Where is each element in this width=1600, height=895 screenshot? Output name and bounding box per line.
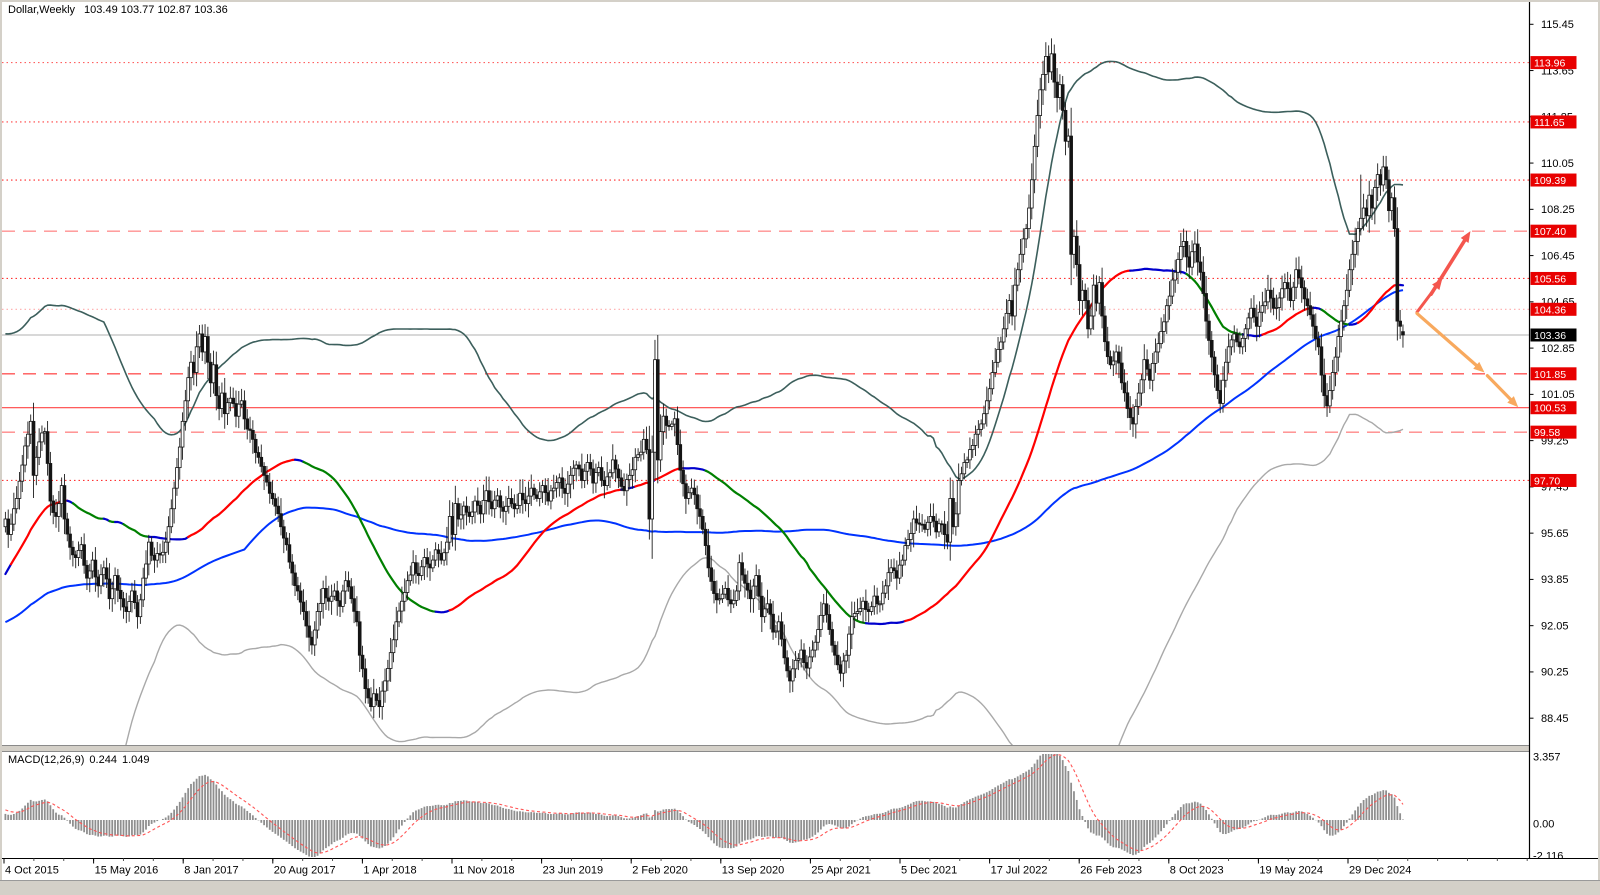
price-level-badge: 104.36: [1530, 302, 1577, 316]
svg-text:111.65: 111.65: [1534, 117, 1565, 129]
svg-text:105.56: 105.56: [1534, 273, 1566, 285]
svg-text:99.58: 99.58: [1534, 427, 1560, 439]
time-tick-label: 4 Oct 2015: [5, 865, 59, 877]
main-chart-pane[interactable]: [2, 38, 1529, 895]
time-tick-label: 17 Jul 2022: [991, 865, 1048, 877]
svg-text:113.96: 113.96: [1534, 58, 1565, 70]
current-price-badge: 103.36: [1530, 328, 1577, 342]
trend-arrow-down-icon: [1485, 374, 1519, 408]
time-tick-label: 8 Oct 2023: [1170, 865, 1224, 877]
time-tick-label: 11 Nov 2018: [453, 865, 515, 877]
price-level-badge: 105.56: [1530, 271, 1577, 285]
time-axis[interactable]: 4 Oct 2015 15 May 2016 8 Jan 2017 20 Aug 20…: [2, 857, 1598, 881]
price-tick-label: 92.05: [1541, 620, 1569, 632]
pane-separator[interactable]: [2, 745, 1598, 752]
time-tick-label: 1 Apr 2018: [363, 865, 416, 877]
macd-axis-label: 0.00: [1533, 819, 1554, 831]
macd-axis-label: 3.357: [1533, 752, 1561, 764]
price-tick-label: 108.25: [1541, 204, 1575, 216]
price-tick-label: 93.85: [1541, 574, 1569, 586]
time-tick-label: 15 May 2016: [95, 865, 159, 877]
price-level-badge: 111.65: [1530, 115, 1577, 129]
svg-text:100.53: 100.53: [1534, 403, 1566, 415]
price-level-badge: 101.85: [1530, 367, 1577, 381]
macd-indicator-label: MACD(12,26,9) 0.244 1.049: [8, 754, 149, 767]
price-level-badge: 100.53: [1530, 401, 1577, 415]
time-tick-label: 5 Dec 2021: [901, 865, 957, 877]
svg-text:97.70: 97.70: [1534, 475, 1560, 487]
svg-text:107.40: 107.40: [1534, 226, 1566, 238]
ohlc-values-label: 103.49 103.77 102.87 103.36: [84, 4, 228, 16]
price-tick-label: 101.05: [1541, 389, 1575, 401]
macd-signal-line: [5, 754, 1404, 854]
time-tick-label: 13 Sep 2020: [722, 865, 784, 877]
macd-value-label: 0.244: [89, 754, 117, 766]
time-tick-label: 2 Feb 2020: [632, 865, 688, 877]
window-bottom-strip: [0, 880, 1600, 895]
chart-title: Dollar,Weekly 103.49 103.77 102.87 103.36: [8, 4, 228, 17]
price-level-badge: 113.96: [1530, 56, 1577, 70]
price-tick-label: 90.25: [1541, 667, 1569, 679]
trend-arrows-layer: [1415, 231, 1519, 408]
price-level-badge: 97.70: [1530, 473, 1577, 487]
price-tick-label: 95.65: [1541, 528, 1569, 540]
macd-name-label: MACD(12,26,9): [8, 754, 85, 766]
price-level-badge: 99.58: [1530, 425, 1577, 439]
svg-text:104.36: 104.36: [1534, 304, 1566, 316]
price-tick-label: 115.45: [1541, 19, 1574, 31]
chart-background: [2, 2, 1598, 880]
time-tick-label: 19 May 2024: [1259, 865, 1323, 877]
price-level-badge: 109.39: [1530, 173, 1577, 187]
macd-signal-value-label: 1.049: [121, 754, 150, 766]
price-axis[interactable]: 115.45113.65111.85110.05108.25106.45104.…: [1528, 2, 1599, 863]
time-tick-label: 23 Jun 2019: [543, 865, 604, 877]
price-tick-label: 106.45: [1541, 250, 1575, 262]
candles-layer: [3, 38, 1405, 720]
time-tick-label: 29 Dec 2024: [1349, 865, 1411, 877]
bollinger-upper-band-line: [5, 60, 1404, 480]
time-tick-label: 20 Aug 2017: [274, 865, 336, 877]
price-level-badge: 107.40: [1530, 224, 1577, 238]
time-tick-label: 25 Apr 2021: [811, 865, 870, 877]
time-axis-background: [2, 858, 1598, 880]
symbol-period-label: Dollar,Weekly: [8, 4, 76, 16]
svg-text:109.39: 109.39: [1534, 175, 1566, 187]
macd-histogram: [4, 754, 1404, 857]
price-tick-label: 102.85: [1541, 343, 1575, 355]
time-tick-label: 26 Feb 2023: [1080, 865, 1142, 877]
trend-arrow-up-icon: [1429, 231, 1471, 296]
macd-pane[interactable]: [4, 754, 1404, 857]
bollinger-lower-band-line: [125, 413, 1404, 745]
time-tick-label: 8 Jan 2017: [184, 865, 238, 877]
trend-arrow-down-icon: [1415, 311, 1485, 373]
svg-text:101.85: 101.85: [1534, 369, 1566, 381]
svg-text:103.36: 103.36: [1534, 330, 1566, 342]
price-tick-label: 88.45: [1541, 713, 1569, 725]
price-tick-label: 110.05: [1541, 158, 1574, 170]
